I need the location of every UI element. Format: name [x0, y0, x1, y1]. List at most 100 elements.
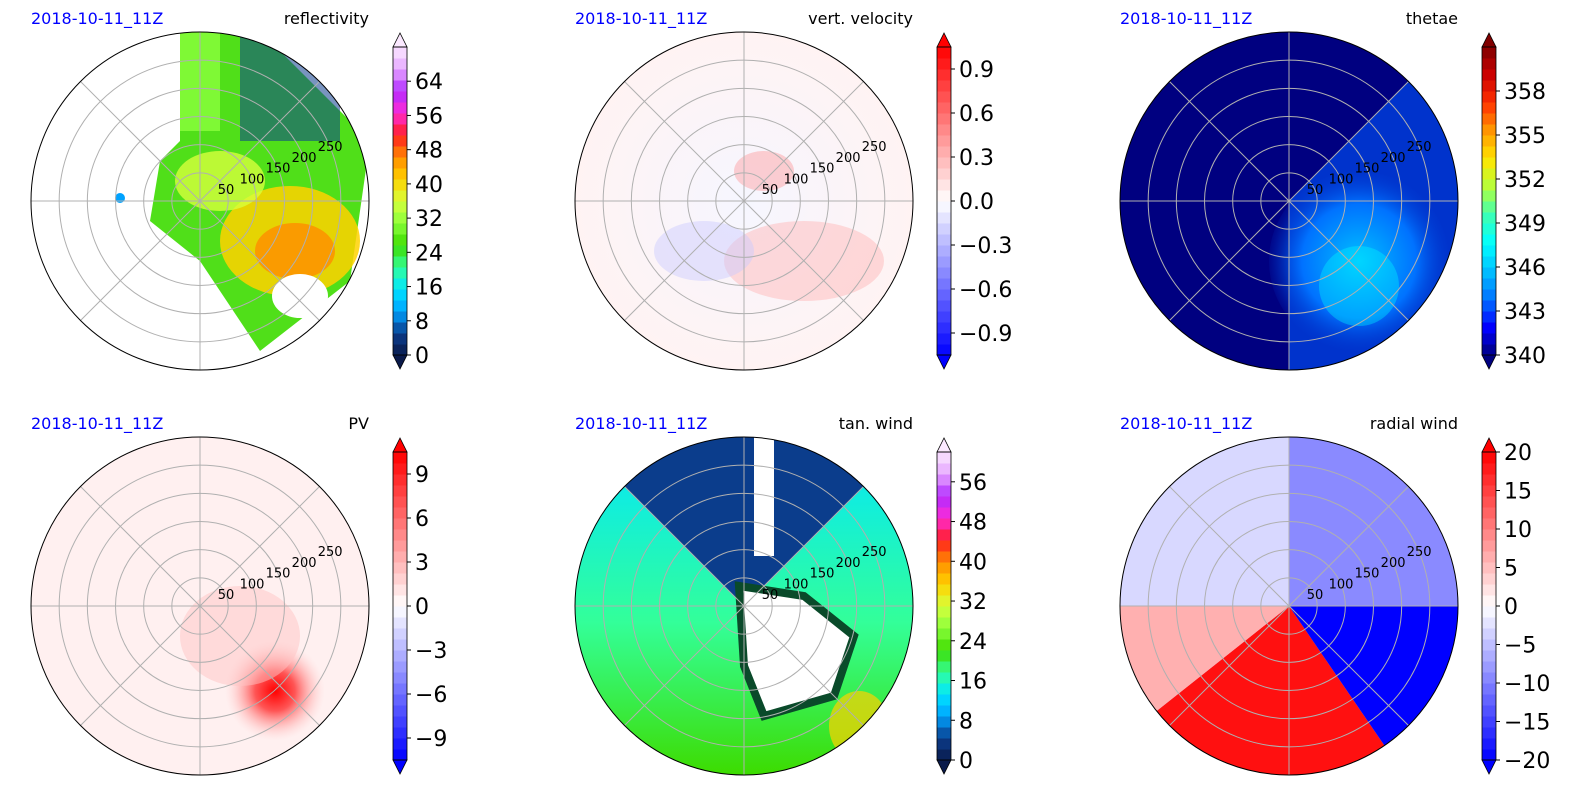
colorbar-segment — [393, 124, 407, 136]
colorbar-tick-label: −5 — [1504, 634, 1536, 659]
polar-frame — [574, 436, 914, 776]
radius-tick-label: 250 — [1407, 140, 1432, 155]
colorbar-extend-top — [1481, 32, 1497, 48]
grid-spoke — [624, 81, 745, 202]
colorbar-segment — [937, 256, 951, 268]
colorbar-segment — [393, 278, 407, 290]
colorbar-segment — [393, 529, 407, 541]
colorbar-tick-label: 40 — [959, 550, 987, 575]
colorbar-tick-label: 0 — [415, 595, 429, 620]
panel-date: 2018-10-11_11Z — [575, 414, 707, 434]
colorbar-segment — [937, 212, 951, 224]
colorbar-tan-wind: 0 8 16 24 32 40 48 56 — [936, 437, 987, 775]
colorbar-tick-label: 358 — [1504, 80, 1546, 105]
grid-spoke — [624, 200, 745, 321]
colorbar-segment — [937, 157, 951, 169]
colorbar-tick-label: 40 — [415, 173, 443, 198]
radius-tick-label: 50 — [762, 183, 779, 198]
radius-tick-label: 100 — [1329, 577, 1354, 592]
colorbar-segment — [1482, 146, 1496, 158]
colorbar-segment — [393, 551, 407, 563]
colorbar-segment — [1482, 606, 1496, 618]
panel-title: tan. wind — [839, 414, 913, 433]
colorbar-segment — [393, 80, 407, 92]
colorbar-segment — [1482, 749, 1496, 761]
colorbar-tick-label: −9 — [415, 727, 447, 752]
colorbar-segment — [393, 135, 407, 147]
colorbar-segment — [1482, 672, 1496, 684]
colorbar-segment — [393, 606, 407, 618]
colorbar-tick-label: 352 — [1504, 168, 1546, 193]
colorbar-tick-label: 48 — [415, 139, 443, 164]
colorbar-thetae: 340 343 346 349 352 355 358 — [1481, 32, 1546, 370]
colorbar-segment — [393, 650, 407, 662]
polar-frame — [574, 31, 914, 371]
colorbar-segment — [1482, 562, 1496, 574]
radius-tick-label: 200 — [836, 151, 861, 166]
colorbar-tick-label: 48 — [959, 511, 987, 536]
radius-tick-label: 150 — [810, 162, 835, 177]
colorbar-tick-label: 0.6 — [959, 102, 994, 127]
colorbar-segment — [393, 540, 407, 552]
colorbar-segment — [937, 584, 951, 596]
polar-grid — [31, 32, 369, 370]
grid-spoke — [199, 81, 320, 202]
panel-title: PV — [348, 414, 369, 433]
colorbar-extend-bottom — [1481, 759, 1497, 775]
polar-grid — [1120, 32, 1458, 370]
colorbar-segment — [1482, 102, 1496, 114]
colorbar-segment — [1482, 91, 1496, 103]
colorbar-segment — [393, 749, 407, 761]
colorbar-segment — [1482, 452, 1496, 464]
polar-frame — [30, 436, 370, 776]
colorbar-tick-label: 6 — [415, 507, 429, 532]
polar-grid — [575, 437, 913, 775]
radius-tick-label: 150 — [1355, 162, 1380, 177]
colorbar-segment — [937, 474, 951, 486]
colorbar-segment — [937, 168, 951, 180]
colorbar-segment — [1482, 245, 1496, 257]
colorbar-segment — [393, 496, 407, 508]
colorbar-tick-label: 355 — [1504, 124, 1546, 149]
colorbar-segment — [393, 518, 407, 530]
colorbar-tick-label: 32 — [415, 207, 443, 232]
grid-spoke — [199, 486, 320, 607]
colorbar-segment — [393, 683, 407, 695]
grid-spoke — [1169, 605, 1290, 726]
colorbar-segment — [393, 344, 407, 356]
grid-spoke — [80, 81, 201, 202]
colorbar-segment — [393, 727, 407, 739]
colorbar-segment — [937, 727, 951, 739]
colorbar-segment — [937, 683, 951, 695]
grid-spoke — [1288, 81, 1409, 202]
colorbar-segment — [1482, 322, 1496, 334]
radius-tick-label: 200 — [292, 151, 317, 166]
colorbar-segment — [393, 223, 407, 235]
grid-spoke — [80, 486, 201, 607]
colorbar-segment — [1482, 628, 1496, 640]
colorbar-segment — [393, 716, 407, 728]
colorbar-segment — [937, 628, 951, 640]
colorbar-tick-label: 56 — [959, 471, 987, 496]
colorbar-segment — [393, 289, 407, 301]
colorbar-segment — [937, 146, 951, 158]
colorbar-segment — [393, 168, 407, 180]
colorbar-segment — [1482, 650, 1496, 662]
polar-grid — [575, 32, 913, 370]
panel-date: 2018-10-11_11Z — [31, 414, 163, 434]
colorbar-segment — [937, 344, 951, 356]
colorbar-segment — [937, 749, 951, 761]
colorbar-segment — [1482, 179, 1496, 191]
colorbar-segment — [1482, 496, 1496, 508]
grid-spoke — [1169, 486, 1290, 607]
grid-spoke — [1288, 605, 1409, 726]
colorbar-segment — [393, 256, 407, 268]
colorbar-segment — [937, 267, 951, 279]
panel-date: 2018-10-11_11Z — [1120, 414, 1252, 434]
colorbar-extend-top — [1481, 437, 1497, 453]
colorbar-tick-label: 0.9 — [959, 58, 994, 83]
